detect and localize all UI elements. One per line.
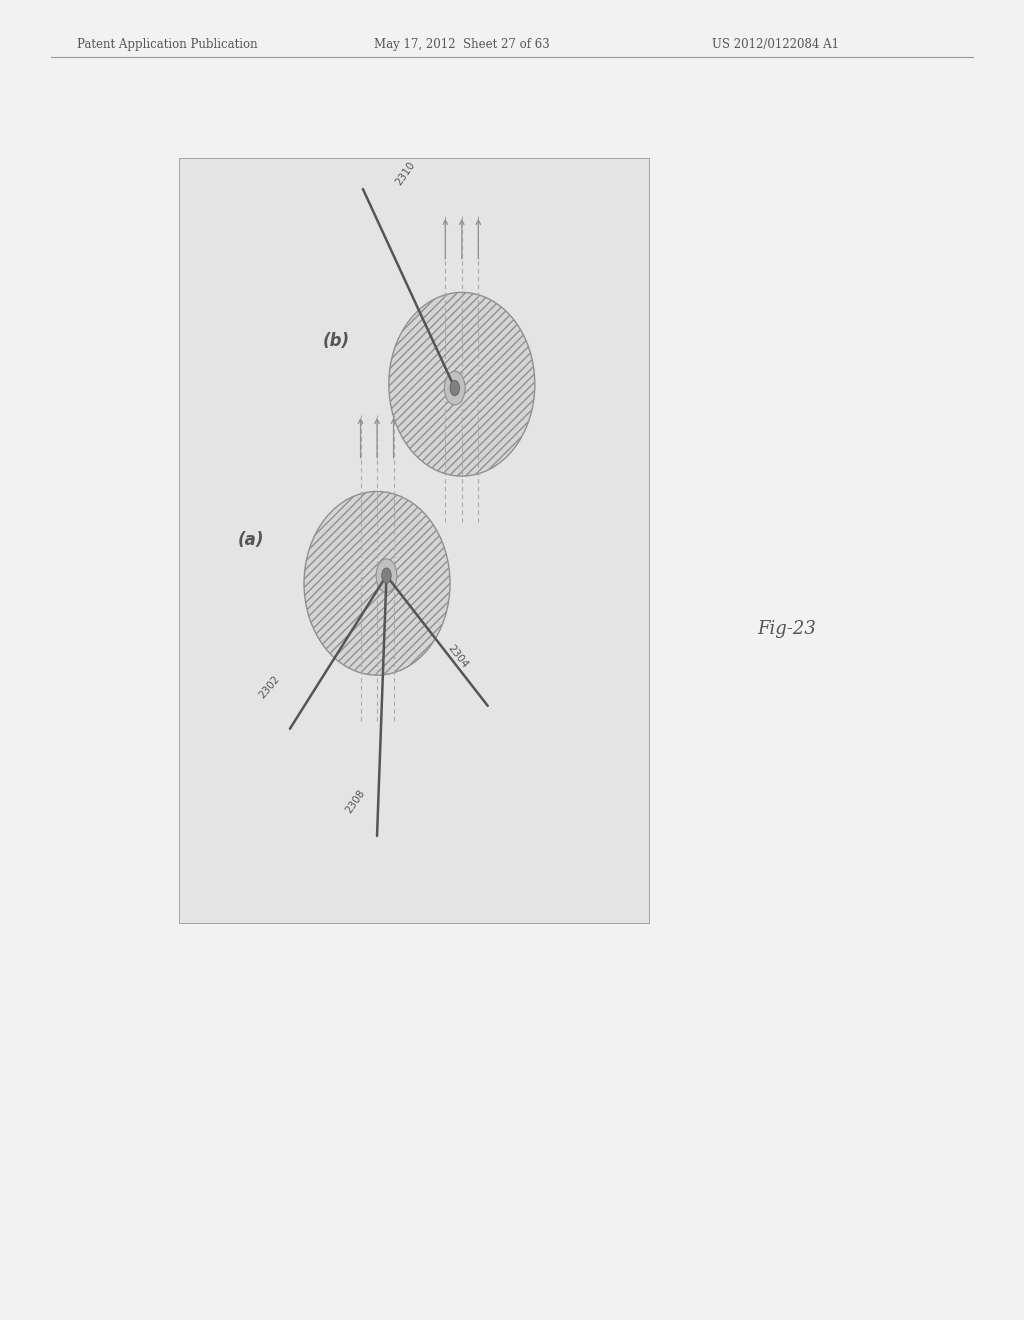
Text: 2310: 2310 — [393, 160, 417, 187]
Circle shape — [444, 371, 465, 405]
Circle shape — [451, 380, 460, 396]
Text: US 2012/0122084 A1: US 2012/0122084 A1 — [712, 38, 839, 51]
Text: (b): (b) — [323, 331, 350, 350]
Circle shape — [376, 558, 397, 593]
Text: Fig-23: Fig-23 — [758, 619, 816, 638]
Text: 2308: 2308 — [344, 788, 368, 814]
Text: Patent Application Publication: Patent Application Publication — [77, 38, 257, 51]
Text: 2302: 2302 — [257, 673, 282, 700]
Text: (a): (a) — [238, 531, 264, 549]
Circle shape — [382, 568, 391, 583]
Ellipse shape — [389, 293, 535, 477]
Text: May 17, 2012  Sheet 27 of 63: May 17, 2012 Sheet 27 of 63 — [374, 38, 550, 51]
Ellipse shape — [304, 491, 451, 675]
Text: 2304: 2304 — [445, 643, 469, 669]
